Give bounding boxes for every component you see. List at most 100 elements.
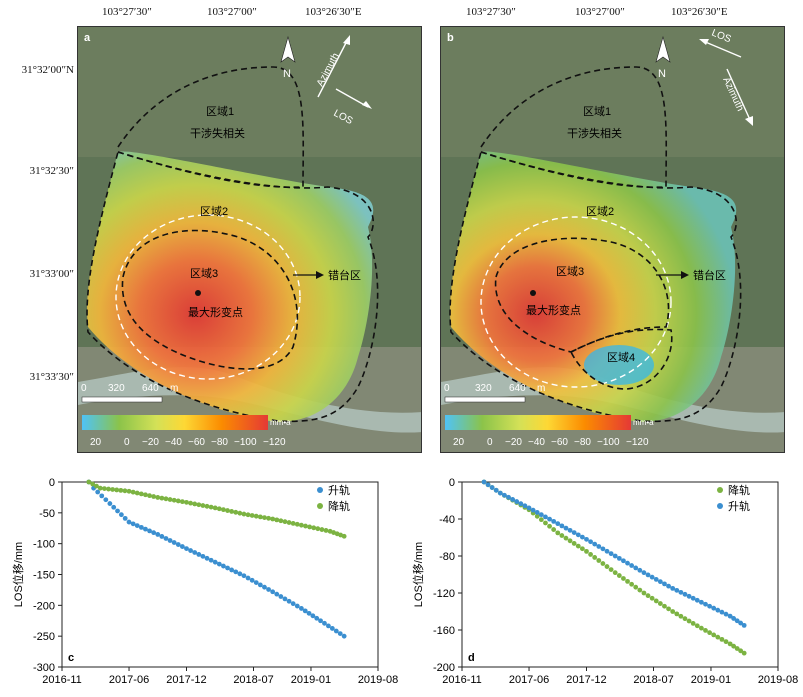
data-point: [175, 542, 181, 547]
y-tick-label: -80: [439, 551, 455, 563]
data-point: [526, 505, 532, 511]
legend-marker: [317, 487, 323, 493]
fault-zone-label: 错台区: [693, 268, 726, 282]
data-point: [147, 493, 152, 499]
data-point: [266, 587, 271, 592]
data-point: [645, 572, 651, 578]
data-point: [518, 501, 524, 507]
data-point: [741, 622, 747, 628]
data-point: [666, 606, 671, 612]
y-tick-label: -40: [439, 514, 455, 526]
data-point: [278, 594, 284, 599]
svg-text:0: 0: [81, 383, 87, 394]
data-point: [262, 515, 267, 520]
fault-zone-label: 错台区: [328, 268, 361, 282]
longitude-label: 103°27′30″: [466, 6, 516, 18]
data-point: [608, 551, 614, 557]
data-point: [208, 504, 214, 510]
data-point: [97, 485, 103, 491]
data-point: [221, 563, 226, 569]
data-point: [547, 516, 552, 522]
data-point: [175, 498, 181, 504]
data-point: [245, 575, 251, 581]
data-point: [653, 576, 659, 582]
data-point: [90, 481, 96, 487]
data-point: [159, 495, 165, 501]
y-tick-label: -100: [33, 539, 55, 551]
region2-boundary: [86, 151, 379, 423]
deformation-field: [450, 151, 737, 423]
data-point: [715, 634, 721, 640]
svg-text:320: 320: [475, 383, 492, 394]
map-panel-b: 区域1 干涉失相关 区域2 区域3 最大形变点 区域4 错台区 N LOS Az…: [440, 26, 785, 453]
data-point: [111, 504, 117, 510]
svg-text:−120: −120: [263, 437, 286, 448]
data-point: [727, 613, 733, 619]
data-point: [534, 513, 540, 519]
data-point: [155, 495, 161, 500]
y-tick-label: -120: [433, 588, 455, 600]
data-point: [99, 493, 105, 499]
data-point: [143, 492, 148, 498]
data-point: [94, 483, 99, 489]
scale-bar: 0 320 640 m: [81, 383, 178, 403]
svg-text:mm•a: mm•a: [633, 418, 654, 427]
svg-text:−40: −40: [528, 437, 545, 448]
region4-boundary: [569, 328, 673, 390]
data-point: [282, 519, 288, 525]
data-point: [522, 503, 528, 509]
data-point: [579, 534, 585, 540]
data-point: [290, 601, 296, 607]
svg-text:640: 640: [509, 383, 526, 394]
data-point: [506, 494, 511, 500]
data-point: [159, 534, 165, 539]
data-point: [588, 552, 593, 557]
data-point: [298, 606, 304, 611]
data-point: [674, 587, 680, 593]
data-point: [314, 615, 320, 621]
data-point: [633, 565, 639, 571]
data-point: [208, 557, 214, 563]
data-point: [130, 489, 136, 495]
data-point: [266, 515, 271, 521]
data-point: [134, 523, 140, 529]
region2-label: 区域2: [200, 205, 228, 218]
data-point: [221, 507, 226, 513]
data-point: [670, 585, 676, 591]
data-point: [237, 571, 243, 577]
data-point: [731, 643, 737, 649]
x-tick-label: 2019-01: [291, 674, 331, 686]
data-point: [225, 565, 230, 571]
region1-label: 区域1: [583, 105, 611, 118]
data-point: [719, 636, 725, 642]
data-point: [703, 601, 708, 607]
deformation-field: [87, 151, 374, 423]
data-point: [188, 500, 193, 506]
x-tick-label: 2018-07: [233, 674, 273, 686]
data-point: [274, 591, 280, 597]
data-point: [734, 618, 740, 624]
data-point: [493, 487, 499, 493]
data-point: [212, 559, 218, 565]
data-point: [303, 523, 308, 529]
colorbar: mm•a 20 0 −20 −40 −60 −80 −100 −120: [82, 415, 291, 448]
data-point: [682, 591, 688, 597]
data-point: [319, 527, 325, 532]
colorbar: mm•a 20 0 −20 −40 −60 −80 −100 −120: [445, 415, 654, 448]
max-point-label: 最大形变点: [526, 303, 581, 317]
x-tick-label: 2019-08: [758, 674, 798, 686]
data-point: [286, 520, 292, 525]
data-point: [514, 499, 520, 504]
data-point: [138, 524, 144, 530]
data-point: [329, 626, 335, 631]
data-point: [114, 487, 120, 493]
data-point: [682, 616, 688, 622]
data-point: [278, 518, 284, 524]
data-point: [204, 503, 210, 509]
region4-uplift: [584, 345, 654, 385]
data-point: [592, 541, 598, 547]
region1-note: 干涉失相关: [190, 126, 245, 140]
data-point: [567, 527, 573, 533]
data-point: [143, 526, 148, 532]
